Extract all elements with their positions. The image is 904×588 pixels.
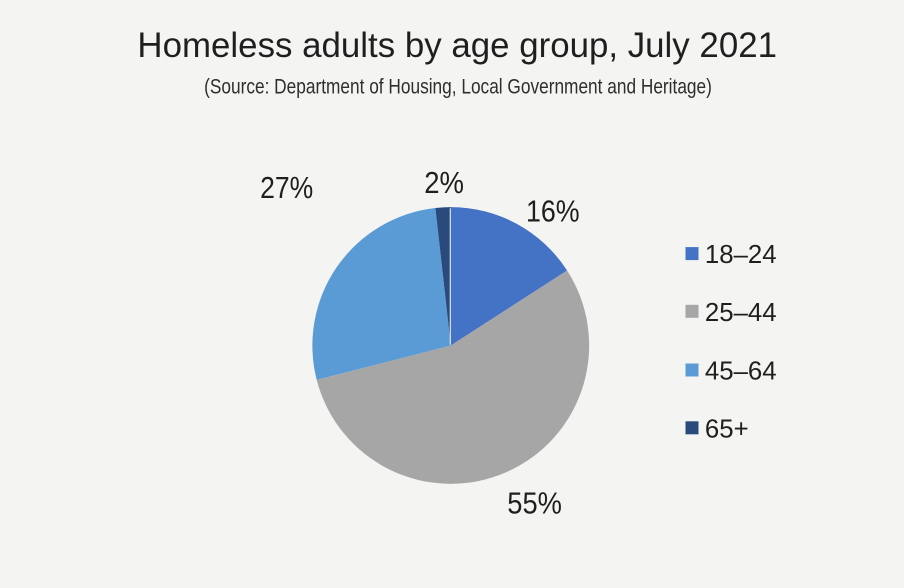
svg-text:27%: 27% xyxy=(260,171,313,205)
svg-text:Homeless adults by age group,: Homeless adults by age group, July 2021 xyxy=(137,26,777,65)
svg-text:65+: 65+ xyxy=(705,416,749,444)
svg-text:25–44: 25–44 xyxy=(705,299,777,327)
svg-text:(Source: Department of Housing: (Source: Department of Housing, Local Go… xyxy=(204,75,712,99)
svg-text:2%: 2% xyxy=(424,167,464,201)
svg-text:55%: 55% xyxy=(507,487,562,521)
svg-text:45–64: 45–64 xyxy=(705,357,777,385)
svg-text:16%: 16% xyxy=(526,195,580,229)
svg-text:18–24: 18–24 xyxy=(705,241,777,269)
